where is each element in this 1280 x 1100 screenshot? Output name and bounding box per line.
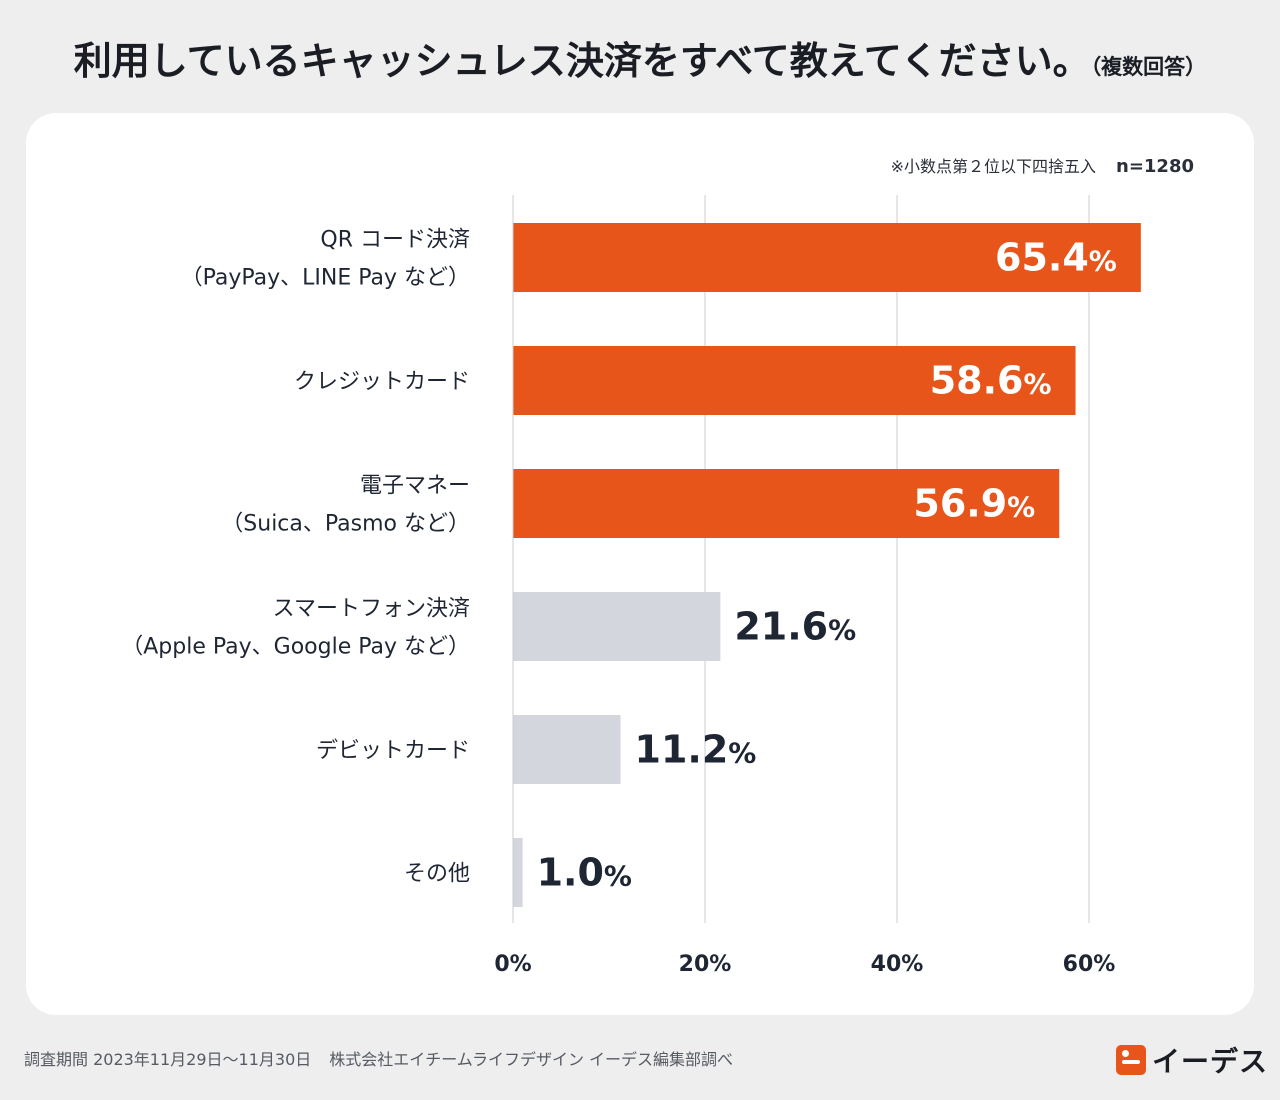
title-main: 利用しているキャッシュレス決済をすべて教えてください。 xyxy=(73,39,1091,83)
data-label: 11.2% xyxy=(635,728,757,772)
category-label: その他 xyxy=(404,862,470,887)
category-label: デビットカード xyxy=(316,739,470,764)
brand-mark-icon xyxy=(1116,1045,1146,1075)
chart-title: 利用しているキャッシュレス決済をすべて教えてください。（複数回答） xyxy=(0,30,1280,85)
sample-size: n=1280 xyxy=(1116,156,1194,177)
bar-chart: 0% 20% 40% 60% 65.4% QR コード決済 （PayPay、LINE Pay… xyxy=(121,195,1141,977)
x-tick-label: 0% xyxy=(494,952,531,977)
survey-period: 調査期間 2023年11月29日〜11月30日 xyxy=(24,1050,312,1069)
x-tick-label: 20% xyxy=(679,952,732,977)
data-label: 21.6% xyxy=(734,605,856,649)
chart-card: ※小数点第２位以下四捨五入 n=1280 0% 20% 40% 60% 65.4% QR コ… xyxy=(26,113,1254,1015)
category-label: （Apple Pay、Google Pay など） xyxy=(121,635,470,660)
brand-logo[interactable]: イーデス xyxy=(1116,1040,1268,1080)
category-label: （PayPay、LINE Pay など） xyxy=(181,266,470,291)
title-sub: （複数回答） xyxy=(1090,55,1207,79)
x-tick-label: 60% xyxy=(1063,952,1116,977)
x-tick-label: 40% xyxy=(871,952,924,977)
data-label: 58.6% xyxy=(930,359,1052,403)
bar xyxy=(513,346,1076,415)
category-label: （Suica、Pasmo など） xyxy=(221,512,470,537)
survey-source: 株式会社エイチームライフデザイン イーデス編集部調べ xyxy=(329,1050,734,1069)
brand-name: イーデス xyxy=(1152,1045,1269,1078)
bar xyxy=(513,592,721,661)
data-label: 56.9% xyxy=(913,482,1035,526)
footer-info: 調査期間 2023年11月29日〜11月30日 株式会社エイチームライフデザイン … xyxy=(24,1046,733,1070)
category-label: クレジットカード xyxy=(294,370,470,395)
data-label: 1.0% xyxy=(537,851,632,895)
bar xyxy=(513,715,621,784)
chart-note: ※小数点第２位以下四捨五入 n=1280 xyxy=(891,153,1194,177)
category-label: スマートフォン決済 xyxy=(273,597,470,622)
category-label: QR コード決済 xyxy=(320,228,470,253)
data-label: 65.4% xyxy=(995,236,1117,280)
rounding-note: ※小数点第２位以下四捨五入 xyxy=(890,157,1096,176)
category-label: 電子マネー xyxy=(360,474,470,499)
bar xyxy=(513,838,523,907)
bar xyxy=(513,223,1141,292)
bar xyxy=(513,469,1060,538)
